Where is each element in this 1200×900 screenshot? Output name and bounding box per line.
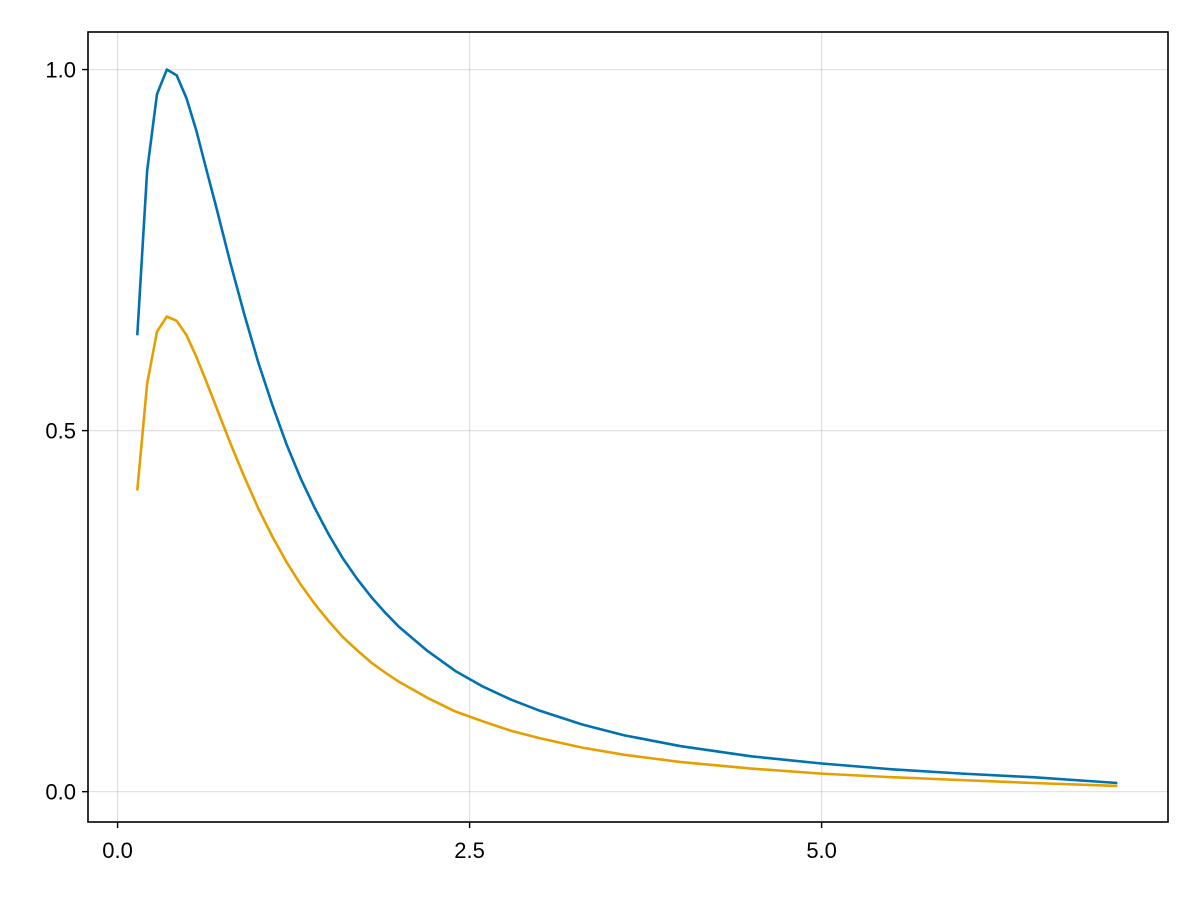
- x-tick-label: 2.5: [454, 838, 485, 863]
- y-tick-label: 0.5: [45, 419, 76, 444]
- series-line-1: [135, 68, 1118, 785]
- y-tick-label: 0.0: [45, 780, 76, 805]
- plot-frame: [87, 31, 1169, 823]
- series-line-2: [135, 315, 1118, 788]
- axis-ticks: [82, 68, 823, 828]
- x-tick-label: 0.0: [102, 838, 133, 863]
- x-tick-label: 5.0: [806, 838, 837, 863]
- grid-lines: [88, 32, 1168, 822]
- y-tick-label: 1.0: [45, 58, 76, 83]
- series-layer: [135, 68, 1118, 788]
- axis-tick-labels: 0.0 2.5 5.0 0.0 0.5 1.0: [45, 58, 837, 863]
